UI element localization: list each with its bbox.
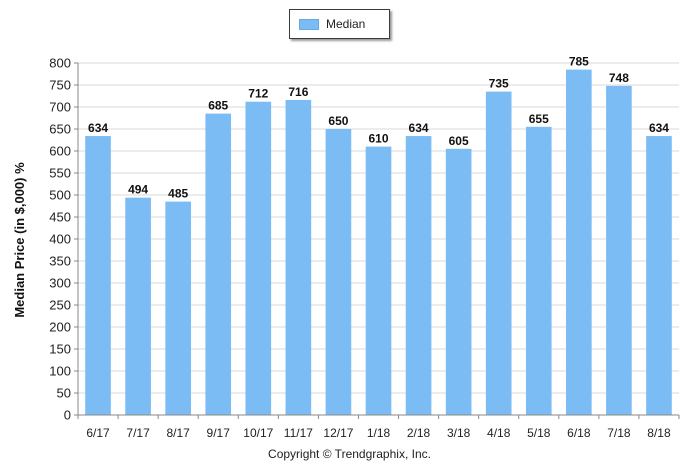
bar-8/18 xyxy=(646,136,672,416)
x-tick-label: 7/18 xyxy=(607,426,631,440)
x-tick-label: 12/17 xyxy=(323,426,353,440)
data-label: 494 xyxy=(128,183,148,197)
axes xyxy=(77,63,679,416)
data-label: 785 xyxy=(569,55,589,69)
y-tick-label: 0 xyxy=(64,408,71,423)
y-tick-label: 500 xyxy=(49,188,71,203)
bar-4/18 xyxy=(485,91,512,415)
y-tick-label: 400 xyxy=(49,232,71,247)
data-label: 685 xyxy=(208,99,228,113)
x-tick-label: 1/18 xyxy=(367,426,391,440)
x-tick-label: 6/18 xyxy=(567,426,591,440)
data-label: 485 xyxy=(168,187,188,201)
x-tick-label: 2/18 xyxy=(407,426,431,440)
data-label: 634 xyxy=(649,121,669,135)
bar-12/17 xyxy=(325,129,352,415)
x-tick-label: 8/18 xyxy=(647,426,671,440)
bar-10/17 xyxy=(245,101,272,415)
y-tick-label: 50 xyxy=(57,386,71,401)
bar-2/18 xyxy=(405,136,432,416)
data-label: 712 xyxy=(248,87,268,101)
y-tick-label: 450 xyxy=(49,210,71,225)
x-tick-label: 9/17 xyxy=(207,426,231,440)
bar-5/18 xyxy=(525,126,552,416)
y-tick-label: 800 xyxy=(49,56,71,71)
legend-swatch-median xyxy=(299,19,319,30)
legend: Median xyxy=(289,9,390,39)
copyright-text: Copyright © Trendgraphix, Inc. xyxy=(268,447,431,461)
data-label: 610 xyxy=(368,132,388,146)
x-tick-label: 3/18 xyxy=(447,426,471,440)
y-axis-ticks: 0 50 100 150 200 250 300 350 400 450 500 550 600 650 7… xyxy=(49,56,78,423)
y-tick-label: 350 xyxy=(49,254,71,269)
x-tick-label: 7/17 xyxy=(126,426,150,440)
x-tick-label: 8/17 xyxy=(166,426,190,440)
y-tick-label: 150 xyxy=(49,342,71,357)
y-tick-label: 700 xyxy=(49,100,71,115)
data-labels: 634 494 485 685 712 716 650 610 634 605 735 655 785 7… xyxy=(88,55,669,201)
data-label: 716 xyxy=(288,85,308,99)
bar-7/18 xyxy=(606,85,632,415)
bar-11/17 xyxy=(285,99,312,416)
y-tick-label: 550 xyxy=(49,166,71,181)
x-tick-label: 5/18 xyxy=(527,426,551,440)
x-tick-label: 11/17 xyxy=(284,426,313,440)
y-tick-label: 200 xyxy=(49,320,71,335)
y-tick-label: 650 xyxy=(49,122,71,137)
bar-9/17 xyxy=(205,113,232,415)
data-label: 605 xyxy=(449,134,469,148)
bars xyxy=(85,69,672,416)
y-tick-label: 750 xyxy=(49,78,71,93)
bar-7/17 xyxy=(125,197,151,415)
y-tick-label: 300 xyxy=(49,276,71,291)
data-label: 655 xyxy=(529,112,549,126)
data-label: 748 xyxy=(609,71,629,85)
data-label: 735 xyxy=(489,77,509,91)
x-axis-ticks: 6/17 7/17 8/17 9/17 10/17 11/17 12/17 1/18 2/18 3… xyxy=(77,415,680,440)
bar-6/18 xyxy=(566,69,592,415)
y-tick-label: 100 xyxy=(49,364,71,379)
data-label: 650 xyxy=(328,114,348,128)
x-tick-label: 10/17 xyxy=(243,426,273,440)
y-tick-label: 250 xyxy=(49,298,71,313)
x-tick-label: 6/17 xyxy=(86,426,110,440)
bar-1/18 xyxy=(365,146,392,415)
x-tick-label: 4/18 xyxy=(487,426,511,440)
data-label: 634 xyxy=(409,121,429,135)
legend-label-median: Median xyxy=(326,17,366,31)
bar-6/17 xyxy=(85,136,111,416)
data-label: 634 xyxy=(88,121,108,135)
y-tick-label: 600 xyxy=(49,144,71,159)
y-axis-label: Median Price (in $,000) % xyxy=(12,162,27,318)
bar-3/18 xyxy=(445,148,472,416)
bar-8/17 xyxy=(165,201,191,415)
